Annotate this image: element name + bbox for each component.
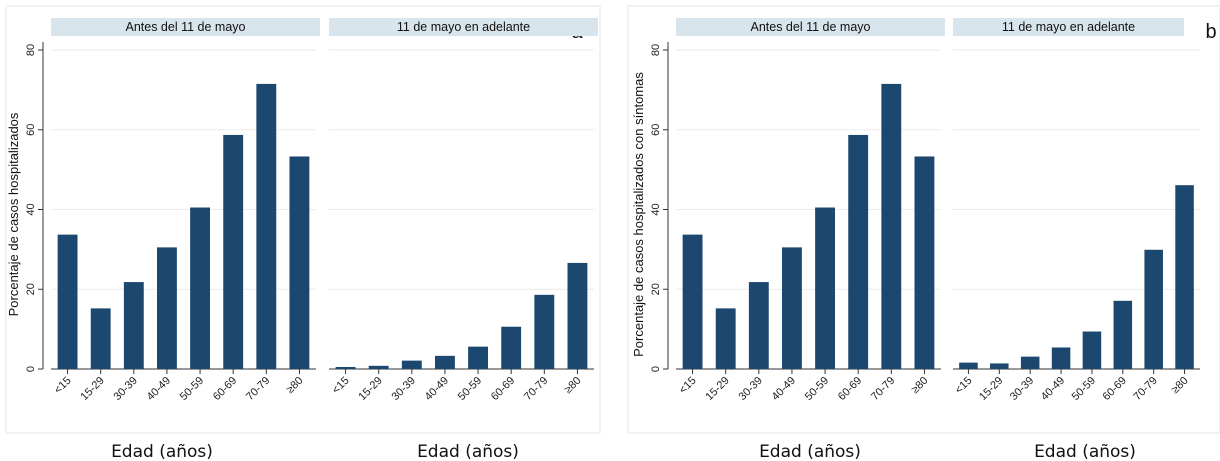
bar xyxy=(782,247,802,369)
facet-1: Antes del 11 de mayo <15 15-29 30-39 40-49 50… xyxy=(51,18,320,461)
bar xyxy=(990,363,1009,369)
x-tick-label: 50-59 xyxy=(456,375,484,403)
bar xyxy=(501,326,522,369)
bar xyxy=(401,360,422,369)
chart-panel-a: aPorcentaje de casos hospitalizados02040… xyxy=(5,5,601,461)
bar xyxy=(335,367,356,369)
x-tick-label: 70-79 xyxy=(1131,375,1159,403)
facet-title: Antes del 11 de mayo xyxy=(751,20,871,34)
y-tick-label: 80 xyxy=(25,44,37,56)
y-tick-label: 60 xyxy=(650,124,662,136)
facet-title: 11 de mayo en adelante xyxy=(397,20,530,34)
bar xyxy=(848,134,869,369)
bar xyxy=(1082,331,1102,369)
bar xyxy=(256,83,277,370)
x-tick-label: 15-29 xyxy=(78,375,106,403)
bar xyxy=(157,247,177,369)
x-tick-label: 30-39 xyxy=(737,375,765,403)
bar xyxy=(123,282,144,369)
x-tick-label: 30-39 xyxy=(1008,375,1036,403)
x-tick-label: <15 xyxy=(52,375,74,397)
y-axis-label: Porcentaje de casos hospitalizados xyxy=(6,112,21,316)
y-tick-label: 20 xyxy=(25,283,37,295)
bar xyxy=(881,83,902,370)
bar xyxy=(435,355,455,369)
bar xyxy=(567,262,588,369)
x-tick-label: 30-39 xyxy=(112,375,140,403)
facet-2: 11 de mayo en adelante <15 15-29 30-39 40-49… xyxy=(329,18,598,461)
bar xyxy=(223,134,244,369)
x-tick-label: 15-29 xyxy=(977,375,1005,403)
x-tick-label: 70-79 xyxy=(522,375,550,403)
x-tick-label: 40-49 xyxy=(423,375,451,403)
x-tick-label: 50-59 xyxy=(803,375,831,403)
x-tick-label: 60-69 xyxy=(211,375,239,403)
x-axis-label: Edad (años) xyxy=(111,442,213,461)
facet-2: 11 de mayo en adelante <15 15-29 30-39 40-49… xyxy=(953,18,1200,461)
bar xyxy=(90,308,111,369)
x-tick-label: 70-79 xyxy=(244,375,272,403)
x-tick-label: 40-49 xyxy=(770,375,798,403)
bar xyxy=(815,207,835,369)
x-tick-label: 60-69 xyxy=(1101,375,1129,403)
bar xyxy=(368,365,389,369)
facet-title: 11 de mayo en adelante xyxy=(1002,20,1135,34)
bar xyxy=(534,294,555,369)
x-tick-label: 50-59 xyxy=(1070,375,1098,403)
y-axis-label: Porcentaje de casos hospitalizados con s… xyxy=(631,72,646,357)
x-tick-label: 40-49 xyxy=(1039,375,1067,403)
x-tick-label: ≥80 xyxy=(909,375,930,396)
x-tick-label: 50-59 xyxy=(178,375,206,403)
bar xyxy=(748,282,769,369)
facet-strip xyxy=(329,18,598,36)
bar xyxy=(1020,356,1040,369)
facet-title: Antes del 11 de mayo xyxy=(126,20,246,34)
bar xyxy=(190,207,210,369)
x-tick-label: <15 xyxy=(953,375,975,397)
bar xyxy=(1113,300,1133,369)
bar xyxy=(959,362,978,369)
y-tick-label: 40 xyxy=(25,203,37,215)
y-tick-label: 20 xyxy=(650,283,662,295)
x-axis-label: Edad (años) xyxy=(417,442,519,461)
y-tick-label: 80 xyxy=(650,44,662,56)
x-tick-label: ≥80 xyxy=(562,375,583,396)
bar xyxy=(1175,185,1194,369)
x-tick-label: ≥80 xyxy=(284,375,305,396)
facet-strip xyxy=(953,18,1184,36)
bar xyxy=(682,234,703,369)
x-tick-label: <15 xyxy=(330,375,352,397)
y-tick-label: 0 xyxy=(25,366,37,372)
panel-letter: b xyxy=(1205,21,1216,43)
x-tick-label: 60-69 xyxy=(489,375,517,403)
facet-1: Antes del 11 de mayo <15 15-29 30-39 40-49 50… xyxy=(676,18,945,461)
x-tick-label: ≥80 xyxy=(1169,375,1190,396)
y-tick-label: 60 xyxy=(25,124,37,136)
panel-frame xyxy=(5,5,601,434)
x-tick-label: <15 xyxy=(677,375,699,397)
x-tick-label: 60-69 xyxy=(836,375,864,403)
bar xyxy=(715,308,736,369)
x-tick-label: 70-79 xyxy=(869,375,897,403)
x-axis-label: Edad (años) xyxy=(759,442,861,461)
bar xyxy=(1144,249,1163,369)
x-axis-label: Edad (años) xyxy=(1034,442,1136,461)
bar xyxy=(914,156,935,369)
bar xyxy=(1051,347,1071,369)
x-tick-label: 40-49 xyxy=(145,375,173,403)
facet-strip xyxy=(676,18,945,36)
x-tick-label: 15-29 xyxy=(703,375,731,403)
x-tick-label: 15-29 xyxy=(356,375,384,403)
bar xyxy=(468,346,488,369)
facet-strip xyxy=(51,18,320,36)
bar xyxy=(57,234,78,369)
x-tick-label: 30-39 xyxy=(390,375,418,403)
y-tick-label: 0 xyxy=(650,366,662,372)
chart-panel-b: b Porcentaje de casos hospitalizados con … xyxy=(627,5,1220,461)
y-tick-label: 40 xyxy=(650,203,662,215)
panel-frame xyxy=(627,5,1220,434)
bar xyxy=(289,156,310,369)
